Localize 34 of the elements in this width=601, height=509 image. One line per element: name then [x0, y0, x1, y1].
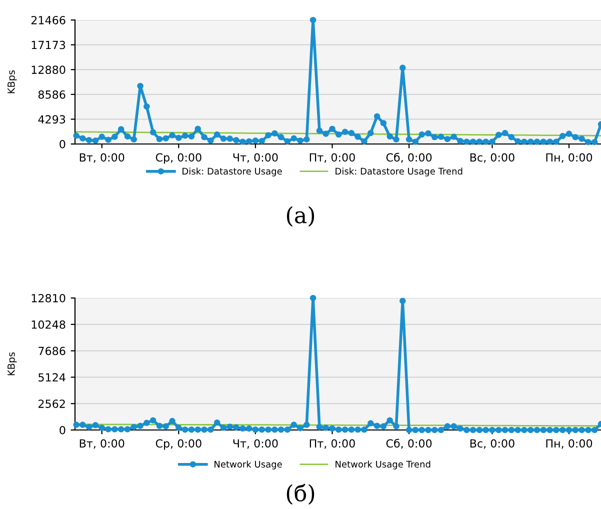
y-tick-label: 7686 — [38, 346, 66, 356]
y-tick-label: 0 — [60, 426, 66, 434]
legend-label: Disk: Datastore Usage Trend — [336, 168, 462, 176]
y-tick-label: 5124 — [38, 373, 66, 382]
x-tick-label: Ср, 0:00 — [156, 153, 202, 164]
x-tick-label: Чт, 0:00 — [233, 439, 278, 449]
y-tick-label: 4293 — [38, 115, 66, 124]
y-tick-label: 12880 — [32, 66, 66, 74]
x-tick-label: Пн, 0:00 — [546, 153, 592, 163]
y-axis-title: KBps — [8, 352, 17, 376]
x-tick-label: Чт, 0:00 — [233, 153, 278, 163]
legend-label: Network Usage — [214, 460, 282, 470]
y-tick-label: 0 — [60, 140, 66, 148]
legend-label: Network Usage Trend — [336, 460, 430, 470]
x-tick-label: Вт, 0:00 — [80, 439, 124, 449]
text: (а) — [286, 206, 314, 227]
x-tick-label: Сб, 0:00 — [386, 438, 432, 449]
text: (б) — [286, 484, 314, 505]
x-tick-label: Ср, 0:00 — [156, 439, 202, 450]
x-tick-label: Вс, 0:00 — [470, 439, 514, 449]
y-tick-label: 8586 — [38, 90, 66, 99]
x-tick-label: Пн, 0:00 — [546, 439, 592, 449]
y-tick-label: 12810 — [32, 294, 66, 302]
legend-label: Disk: Datastore Usage — [182, 168, 282, 176]
x-tick-label: Сб, 0:00 — [386, 152, 432, 163]
y-tick-label: 21466 — [31, 16, 66, 24]
x-tick-label: Пт, 0:00 — [310, 153, 355, 163]
x-tick-label: Вс, 0:00 — [470, 153, 514, 163]
y-tick-label: 10248 — [32, 320, 66, 329]
y-axis-title: KBps — [8, 70, 17, 94]
x-tick-label: Вт, 0:00 — [80, 153, 124, 163]
y-tick-label: 2562 — [38, 400, 65, 408]
x-tick-label: Пт, 0:00 — [310, 439, 355, 449]
y-tick-label: 17173 — [32, 40, 66, 50]
